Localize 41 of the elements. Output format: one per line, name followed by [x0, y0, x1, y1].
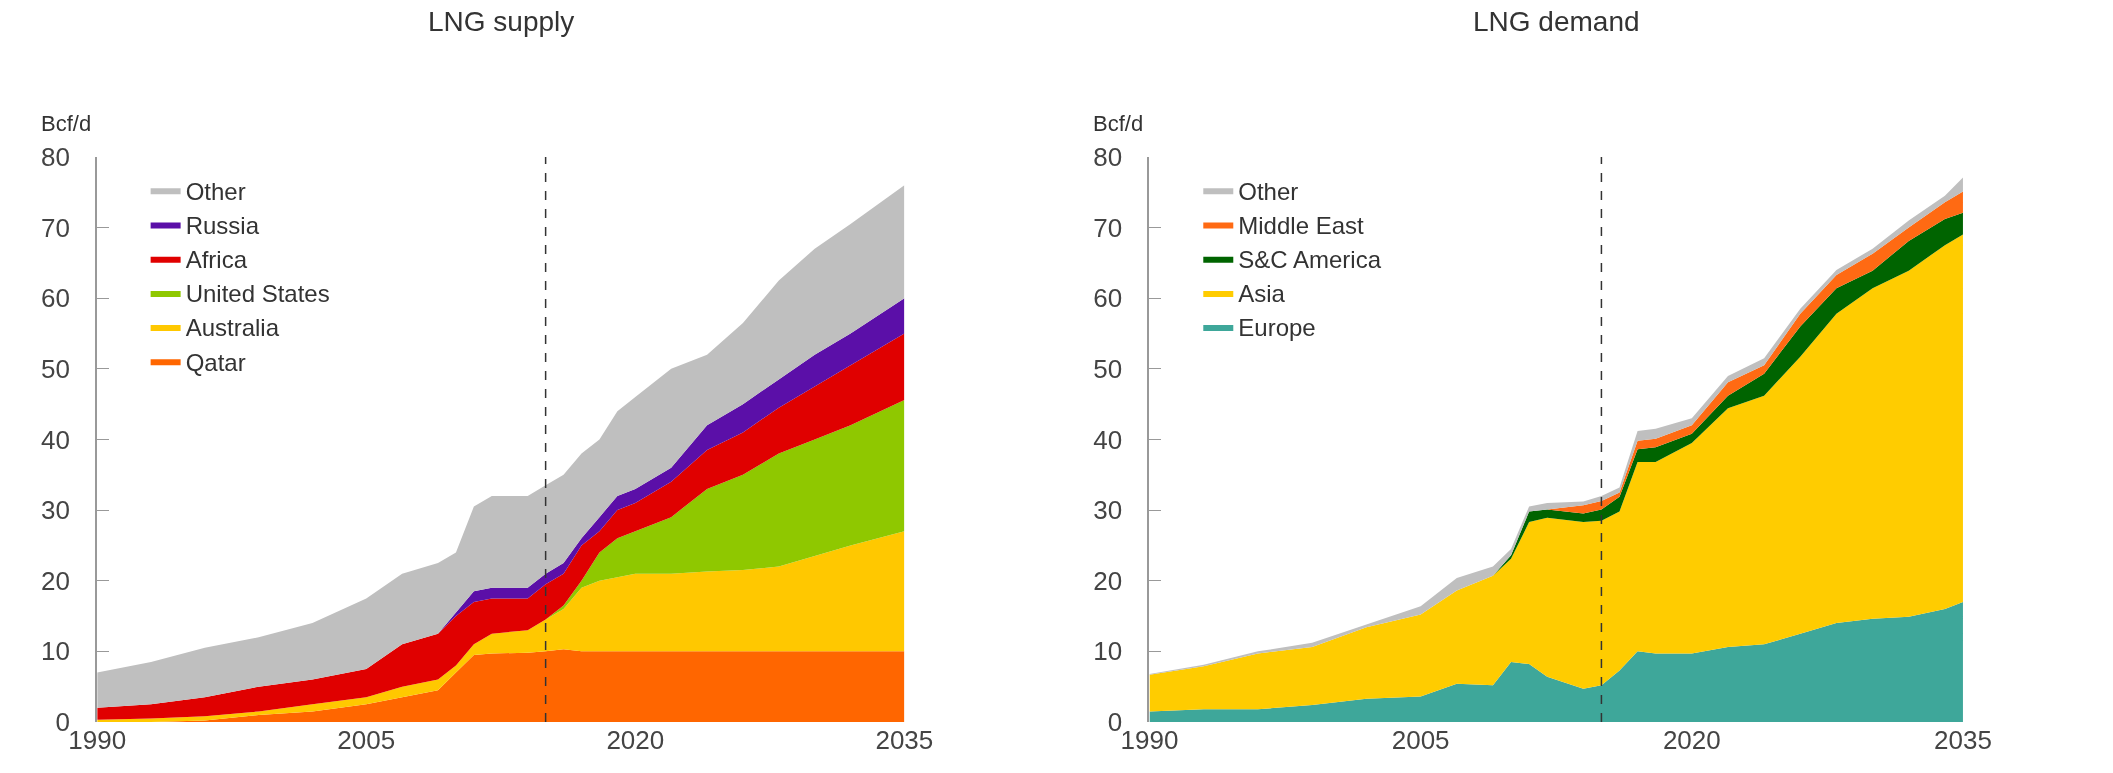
y-tick-label: 50: [41, 353, 70, 384]
legend-label: Other: [185, 177, 246, 205]
y-tick-label: 80: [41, 142, 70, 173]
y-tick-label: 40: [41, 424, 70, 455]
y-tick-label: 30: [41, 495, 70, 526]
x-tick-label: 2035: [1934, 724, 1992, 755]
x-tick-label: 2005: [1391, 724, 1450, 755]
chart-title: LNG supply: [428, 6, 575, 37]
y-tick-label: 0: [55, 707, 70, 738]
y-tick-label: 60: [41, 283, 70, 314]
x-tick-label: 2020: [1662, 724, 1721, 755]
legend-label: Other: [1238, 177, 1299, 205]
y-tick-label: 70: [41, 212, 70, 243]
y-tick-label: 10: [1093, 636, 1123, 667]
legend-label: Africa: [185, 246, 248, 274]
y-tick-label: 30: [1093, 495, 1123, 526]
legend-label: Australia: [185, 314, 280, 342]
x-tick-label: 2035: [875, 724, 934, 755]
legend-label: Russia: [185, 211, 260, 239]
y-tick-label: 0: [1107, 707, 1123, 738]
x-tick-label: 2005: [337, 724, 396, 755]
chart-title: LNG demand: [1473, 6, 1640, 37]
legend-label: Middle East: [1238, 211, 1365, 239]
y-tick-label: 40: [1093, 424, 1123, 455]
x-tick-label: 1990: [1120, 724, 1179, 755]
y-axis-title: Bcf/d: [41, 111, 92, 136]
x-tick-label: 2020: [606, 724, 665, 755]
y-tick-label: 20: [1093, 565, 1123, 596]
y-axis-title: Bcf/d: [1093, 111, 1144, 136]
y-tick-label: 10: [41, 636, 70, 667]
legend-label: Europe: [1238, 314, 1316, 342]
y-tick-label: 80: [1093, 142, 1123, 173]
y-tick-label: 20: [41, 565, 70, 596]
y-tick-label: 50: [1093, 353, 1123, 384]
legend-label: S&C America: [1238, 246, 1382, 274]
y-tick-label: 60: [1093, 283, 1123, 314]
x-tick-label: 1990: [68, 724, 127, 755]
legend-label: Qatar: [185, 348, 246, 376]
legend-label: Asia: [1238, 280, 1286, 308]
y-tick-label: 70: [1093, 212, 1123, 243]
legend-label: United States: [185, 280, 330, 308]
